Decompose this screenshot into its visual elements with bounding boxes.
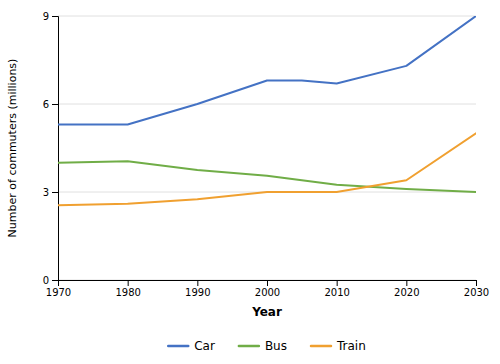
- y-tick-label: 6: [43, 99, 49, 110]
- y-axis-title: Number of commuters (millions): [6, 59, 19, 238]
- legend-item: Train: [311, 339, 366, 353]
- x-tick-label: 1970: [46, 287, 71, 298]
- y-tick: 0: [43, 275, 58, 286]
- y-tick-mark: [52, 16, 58, 17]
- x-tick: 2030: [464, 280, 489, 298]
- legend-swatch: [311, 345, 331, 348]
- legend-item: Car: [168, 339, 215, 353]
- y-tick-mark: [52, 192, 58, 193]
- legend-swatch: [168, 345, 188, 348]
- x-tick: 1980: [115, 280, 140, 298]
- x-tick-label: 1990: [185, 287, 210, 298]
- x-tick-label: 2010: [324, 287, 349, 298]
- x-tick-mark: [197, 280, 198, 286]
- x-tick-mark: [476, 280, 477, 286]
- legend-item: Bus: [239, 339, 287, 353]
- y-tick-mark: [52, 280, 58, 281]
- x-tick-label: 2030: [464, 287, 489, 298]
- x-tick-mark: [128, 280, 129, 286]
- legend-label: Train: [336, 339, 366, 353]
- legend-label: Car: [194, 339, 215, 353]
- legend-label: Bus: [265, 339, 287, 353]
- grid-line: [58, 16, 476, 17]
- y-axis-line: [52, 17, 59, 281]
- y-axis: 0 3 6 9: [43, 11, 59, 286]
- legend: Car Bus Train: [168, 339, 366, 353]
- x-tick: 2000: [255, 280, 280, 298]
- x-axis-line: [59, 281, 477, 287]
- x-tick-mark: [337, 280, 338, 286]
- series-line: [58, 16, 476, 125]
- x-tick-mark: [267, 280, 268, 286]
- y-tick: 3: [43, 187, 58, 198]
- grid-line: [58, 104, 476, 105]
- x-tick: 1970: [46, 280, 71, 298]
- x-tick-mark: [406, 280, 407, 286]
- series-line: [58, 133, 476, 205]
- x-axis: 1970 1980 1990 2000 2010 2020 2030: [46, 280, 489, 298]
- y-tick: 6: [43, 99, 58, 110]
- x-tick-label: 2000: [255, 287, 280, 298]
- x-tick-label: 1980: [115, 287, 140, 298]
- x-tick-label: 2020: [394, 287, 419, 298]
- x-tick: 2020: [394, 280, 419, 298]
- x-tick: 1990: [185, 280, 210, 298]
- x-axis-title: Year: [251, 305, 282, 319]
- y-tick-label: 9: [43, 11, 49, 22]
- plot-area: [58, 16, 476, 205]
- y-tick: 9: [43, 11, 58, 22]
- grid: [58, 16, 476, 280]
- x-tick: 2010: [324, 280, 349, 298]
- y-tick-label: 3: [43, 187, 49, 198]
- y-tick-mark: [52, 104, 58, 105]
- y-tick-label: 0: [43, 275, 49, 286]
- legend-swatch: [239, 345, 259, 348]
- chart: 1970 1980 1990 2000 2010 2020 2030 0 3 6 9 Year Numb…: [0, 0, 500, 364]
